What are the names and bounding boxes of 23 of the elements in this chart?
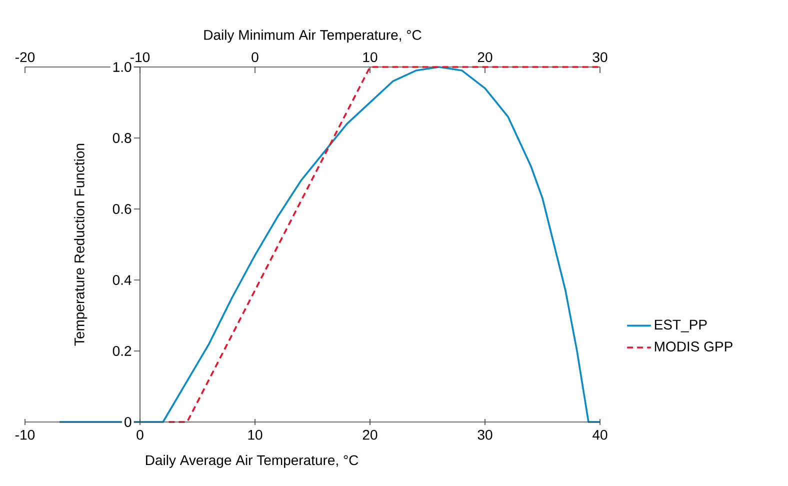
- legend-label: EST_PP: [654, 320, 707, 332]
- x-tick-label: 0: [136, 430, 144, 440]
- x-tick-label: 30: [478, 430, 492, 440]
- x2-tick-label: 30: [592, 52, 608, 62]
- y-axis-title: Temperature Reduction Function: [74, 144, 88, 346]
- x2-tick-label: 0: [252, 52, 258, 62]
- x2-tick-label: -10: [130, 52, 150, 62]
- x2-tick-label: 20: [478, 52, 492, 62]
- y-tick-label: 0.8: [112, 133, 132, 143]
- y-tick-label: 0.6: [112, 204, 132, 214]
- y-tick-label: 0.2: [112, 346, 132, 356]
- x2-tick-label: -20: [16, 52, 35, 62]
- y-tick-label: 1.0: [113, 62, 132, 72]
- x-axis-title: Daily Average Air Temperature, °C: [146, 454, 358, 468]
- x-tick-label: -10: [16, 430, 35, 440]
- y-tick-label: 0.4: [112, 275, 132, 285]
- x-tick-label: 40: [592, 430, 608, 440]
- x-tick-label: 10: [248, 430, 262, 440]
- x-tick-label: 20: [362, 430, 378, 440]
- x2-tick-label: 10: [363, 52, 378, 62]
- y-tick-label: 0: [124, 417, 132, 427]
- legend-label: MODIS GPP: [654, 342, 732, 352]
- x2-axis-title: Daily Minimum Air Temperature, °C: [204, 30, 422, 43]
